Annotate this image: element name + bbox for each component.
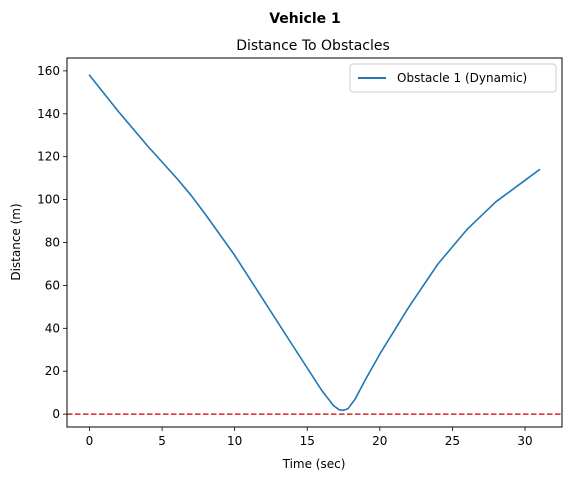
y-tick-label: 80 <box>45 236 60 250</box>
figure-suptitle: Vehicle 1 <box>269 11 341 27</box>
x-tick-label: 10 <box>227 434 242 448</box>
x-tick-label: 5 <box>158 434 166 448</box>
y-tick-label: 100 <box>37 193 60 207</box>
y-tick-label: 0 <box>52 407 60 421</box>
y-tick-label: 140 <box>37 107 60 121</box>
y-axis-ticks: 0 20 40 60 80 100 120 140 160 <box>37 64 67 421</box>
legend: Obstacle 1 (Dynamic) <box>350 64 556 92</box>
plot-area <box>67 58 562 427</box>
x-tick-label: 25 <box>445 434 460 448</box>
x-tick-label: 15 <box>300 434 315 448</box>
x-tick-label: 30 <box>517 434 532 448</box>
chart-title: Distance To Obstacles <box>236 38 390 54</box>
y-axis-label: Distance (m) <box>9 203 23 280</box>
y-tick-label: 120 <box>37 150 60 164</box>
y-tick-label: 60 <box>45 278 60 292</box>
legend-label: Obstacle 1 (Dynamic) <box>397 71 527 85</box>
x-tick-label: 0 <box>86 434 94 448</box>
y-tick-label: 160 <box>37 64 60 78</box>
x-tick-label: 20 <box>372 434 387 448</box>
x-axis-ticks: 0 5 10 15 20 25 30 <box>86 427 533 448</box>
x-axis-label: Time (sec) <box>282 457 346 471</box>
y-tick-label: 40 <box>45 321 60 335</box>
y-tick-label: 20 <box>45 364 60 378</box>
